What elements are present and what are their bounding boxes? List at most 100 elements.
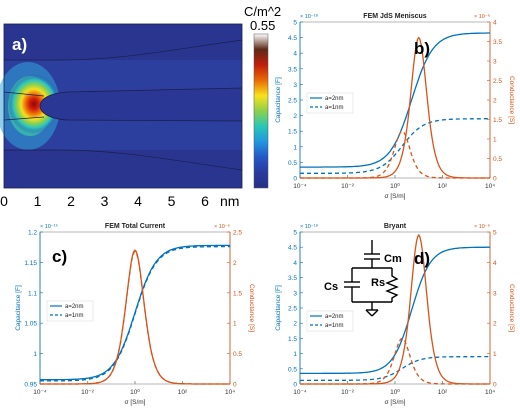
y-tick-label-right: 0.5 xyxy=(493,156,502,163)
x-tick-label: 10² xyxy=(438,183,448,190)
y-tick-label-left: 3 xyxy=(293,82,297,89)
y-tick-label-right: 2.5 xyxy=(493,78,502,85)
colorbar-max-label: 0.55 xyxy=(250,18,275,33)
x-tick-label: 10⁴ xyxy=(485,389,495,396)
y-tick-label-left: 0.5 xyxy=(288,160,297,167)
x-tick-label: 10² xyxy=(178,389,188,396)
x-axis-label: σ [S/m] xyxy=(125,399,146,406)
conductance-series-line xyxy=(300,130,490,179)
x-tick-label: 10⁻² xyxy=(341,183,355,190)
ground-symbol xyxy=(371,309,379,317)
colorbar xyxy=(253,33,269,189)
y-tick-label-right: 2 xyxy=(493,98,497,105)
y-tick-label-right: 2 xyxy=(493,321,497,328)
field-map-x-unit: nm xyxy=(220,193,239,209)
chart-title: Bryant xyxy=(384,223,407,230)
field-map-x-tick-label: 1 xyxy=(34,193,42,209)
y-tick-label-left: 2.5 xyxy=(288,98,297,105)
y-tick-label-left: 5 xyxy=(293,230,297,237)
capacitance-series-line xyxy=(300,32,490,168)
y-axis-label-right: Conductance [S] xyxy=(508,76,515,124)
legend-label: a=1nm xyxy=(65,313,84,319)
resistor-rs xyxy=(385,268,399,302)
field-map-x-tick-label: 6 xyxy=(201,193,209,209)
field-map-x-tick-label: 3 xyxy=(101,193,109,209)
y-tick-label-left: 1 xyxy=(293,144,297,151)
y-tick-label-right: 4 xyxy=(493,260,497,267)
circuit-label-rs: Rs xyxy=(371,277,385,289)
y-axis-label-right: Conductance [S] xyxy=(248,284,255,332)
y-tick-label-right: 3 xyxy=(493,290,497,297)
y-tick-label-right: 1.5 xyxy=(493,117,502,124)
y-tick-label-left: 5 xyxy=(293,20,297,27)
y-tick-label-left: 0.5 xyxy=(288,366,297,373)
capacitance-series-line xyxy=(300,355,490,382)
conductance-series-line xyxy=(300,337,490,385)
y-tick-label-left: 1 xyxy=(293,351,297,358)
y-exponent-left: × 10⁻¹⁸ xyxy=(300,13,318,20)
field-map-x-tick-label: 2 xyxy=(67,193,75,209)
y-tick-label-left: 3.5 xyxy=(288,275,297,282)
y-axis-label-left: Capacitance [F] xyxy=(275,285,282,331)
y-exponent-right: × 10⁻⁶ xyxy=(474,13,490,20)
y-tick-label-right: 2 xyxy=(233,260,237,267)
y-tick-label-right: 3.5 xyxy=(493,39,502,46)
plot-area xyxy=(299,231,491,385)
x-tick-label: 10⁻⁴ xyxy=(293,389,307,396)
y-tick-label-right: 2.5 xyxy=(233,230,242,237)
x-tick-label: 10⁻² xyxy=(81,389,95,396)
y-tick-label-left: 2.5 xyxy=(288,306,297,313)
y-tick-label-left: 0 xyxy=(293,382,297,389)
x-tick-label: 10⁰ xyxy=(130,388,140,396)
y-tick-label-right: 0 xyxy=(493,176,497,183)
conductance-series-line xyxy=(40,250,230,385)
y-tick-label-left: 1.05 xyxy=(24,321,37,328)
y-tick-label-right: 0.5 xyxy=(233,351,242,358)
legend-label: a=2nm xyxy=(325,96,344,102)
x-tick-label: 10⁻⁴ xyxy=(293,183,307,190)
y-tick-label-right: 3 xyxy=(493,59,497,66)
y-tick-label-right: 1 xyxy=(493,137,497,144)
y-exponent-right: × 10⁻⁶ xyxy=(214,223,230,230)
panel-label-a: a) xyxy=(12,35,27,54)
chart-panel-d: 10⁻⁴ 10⁻² 10⁰ 10² 10⁴00.511.522.533.544.5501… xyxy=(275,223,515,406)
y-tick-label-right: 0 xyxy=(493,382,497,389)
y-tick-label-left: 4 xyxy=(293,260,297,267)
x-tick-label: 10⁰ xyxy=(390,182,400,190)
field-map-frame xyxy=(3,23,243,189)
capacitance-series-line xyxy=(300,246,490,375)
field-line-lower xyxy=(4,149,243,171)
field-map-x-tick-label: 5 xyxy=(168,193,176,209)
field-map-panel: a) 0 1 2 3 4 5 6 nm C/m^2 0.55 xyxy=(0,4,281,209)
chart-panel-b: 10⁻⁴ 10⁻² 10⁰ 10² 10⁴00.511.522.533.544.5500… xyxy=(275,13,515,200)
y-tick-label-right: 0 xyxy=(233,382,237,389)
y-tick-label-left: 4.5 xyxy=(288,245,297,252)
y-tick-label-right: 4 xyxy=(493,20,497,27)
x-axis-label: σ [S/m] xyxy=(385,193,406,200)
x-tick-label: 10² xyxy=(438,389,448,396)
circuit-label-cs: Cs xyxy=(324,281,338,293)
panel-label: c) xyxy=(52,247,67,266)
y-tick-label-left: 1.1 xyxy=(28,290,37,297)
panel-label: d) xyxy=(414,249,430,268)
y-tick-label-left: 1 xyxy=(33,351,37,358)
y-tick-label-right: 5 xyxy=(493,230,497,237)
x-tick-label: 10⁻² xyxy=(341,389,355,396)
field-map-x-tick-label: 0 xyxy=(0,193,8,209)
chart-title: FEM Total Current xyxy=(105,223,166,230)
legend-label: a=1nm xyxy=(325,105,344,111)
field-map-x-tick-label: 4 xyxy=(134,193,142,209)
chart-title: FEM JdS Meniscus xyxy=(363,13,427,20)
capacitance-series-line xyxy=(40,245,230,382)
x-tick-label: 10⁴ xyxy=(485,183,495,190)
field-line-mid-upper xyxy=(3,91,45,97)
y-tick-label-left: 0.95 xyxy=(24,382,37,389)
y-tick-label-right: 1.5 xyxy=(233,290,242,297)
meniscus-shape xyxy=(40,88,242,121)
x-axis-label: σ [S/m] xyxy=(385,399,406,406)
legend-label: a=1nm xyxy=(325,323,344,329)
y-tick-label-left: 3.5 xyxy=(288,66,297,73)
y-tick-label-left: 4.5 xyxy=(288,35,297,42)
y-exponent-left: × 10⁻¹⁸ xyxy=(300,223,318,230)
